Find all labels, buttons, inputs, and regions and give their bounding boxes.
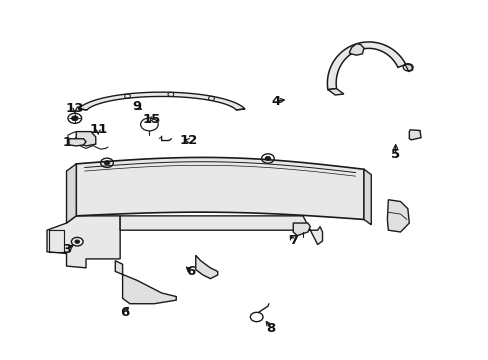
Text: 10: 10 (111, 163, 129, 176)
Polygon shape (47, 216, 120, 268)
Polygon shape (408, 130, 420, 140)
Text: 16: 16 (386, 220, 404, 233)
Circle shape (71, 116, 78, 121)
Text: 7: 7 (288, 234, 297, 247)
Text: 13: 13 (65, 102, 84, 115)
Polygon shape (293, 223, 310, 235)
Text: 4: 4 (271, 95, 280, 108)
Text: 11: 11 (89, 123, 107, 136)
Polygon shape (115, 261, 176, 304)
Text: 3: 3 (62, 243, 71, 256)
Polygon shape (404, 64, 412, 72)
Polygon shape (327, 89, 343, 95)
Polygon shape (363, 169, 370, 225)
Circle shape (75, 240, 80, 243)
Polygon shape (386, 200, 408, 232)
Circle shape (264, 156, 270, 161)
Polygon shape (66, 164, 76, 223)
Text: 1: 1 (198, 193, 207, 206)
Polygon shape (327, 42, 405, 90)
Polygon shape (195, 255, 217, 279)
Text: 8: 8 (266, 322, 275, 335)
Polygon shape (76, 157, 363, 220)
Polygon shape (78, 92, 244, 110)
Polygon shape (69, 139, 86, 146)
Text: 12: 12 (179, 134, 197, 147)
Text: 9: 9 (132, 100, 142, 113)
Text: 2: 2 (262, 161, 270, 174)
Polygon shape (76, 132, 96, 146)
Text: 15: 15 (142, 113, 161, 126)
Text: 5: 5 (390, 148, 399, 161)
Text: 6: 6 (120, 306, 129, 319)
Polygon shape (120, 216, 322, 244)
Text: 14: 14 (62, 136, 81, 149)
Text: 6: 6 (186, 265, 195, 278)
Circle shape (104, 161, 110, 165)
Polygon shape (348, 44, 363, 55)
